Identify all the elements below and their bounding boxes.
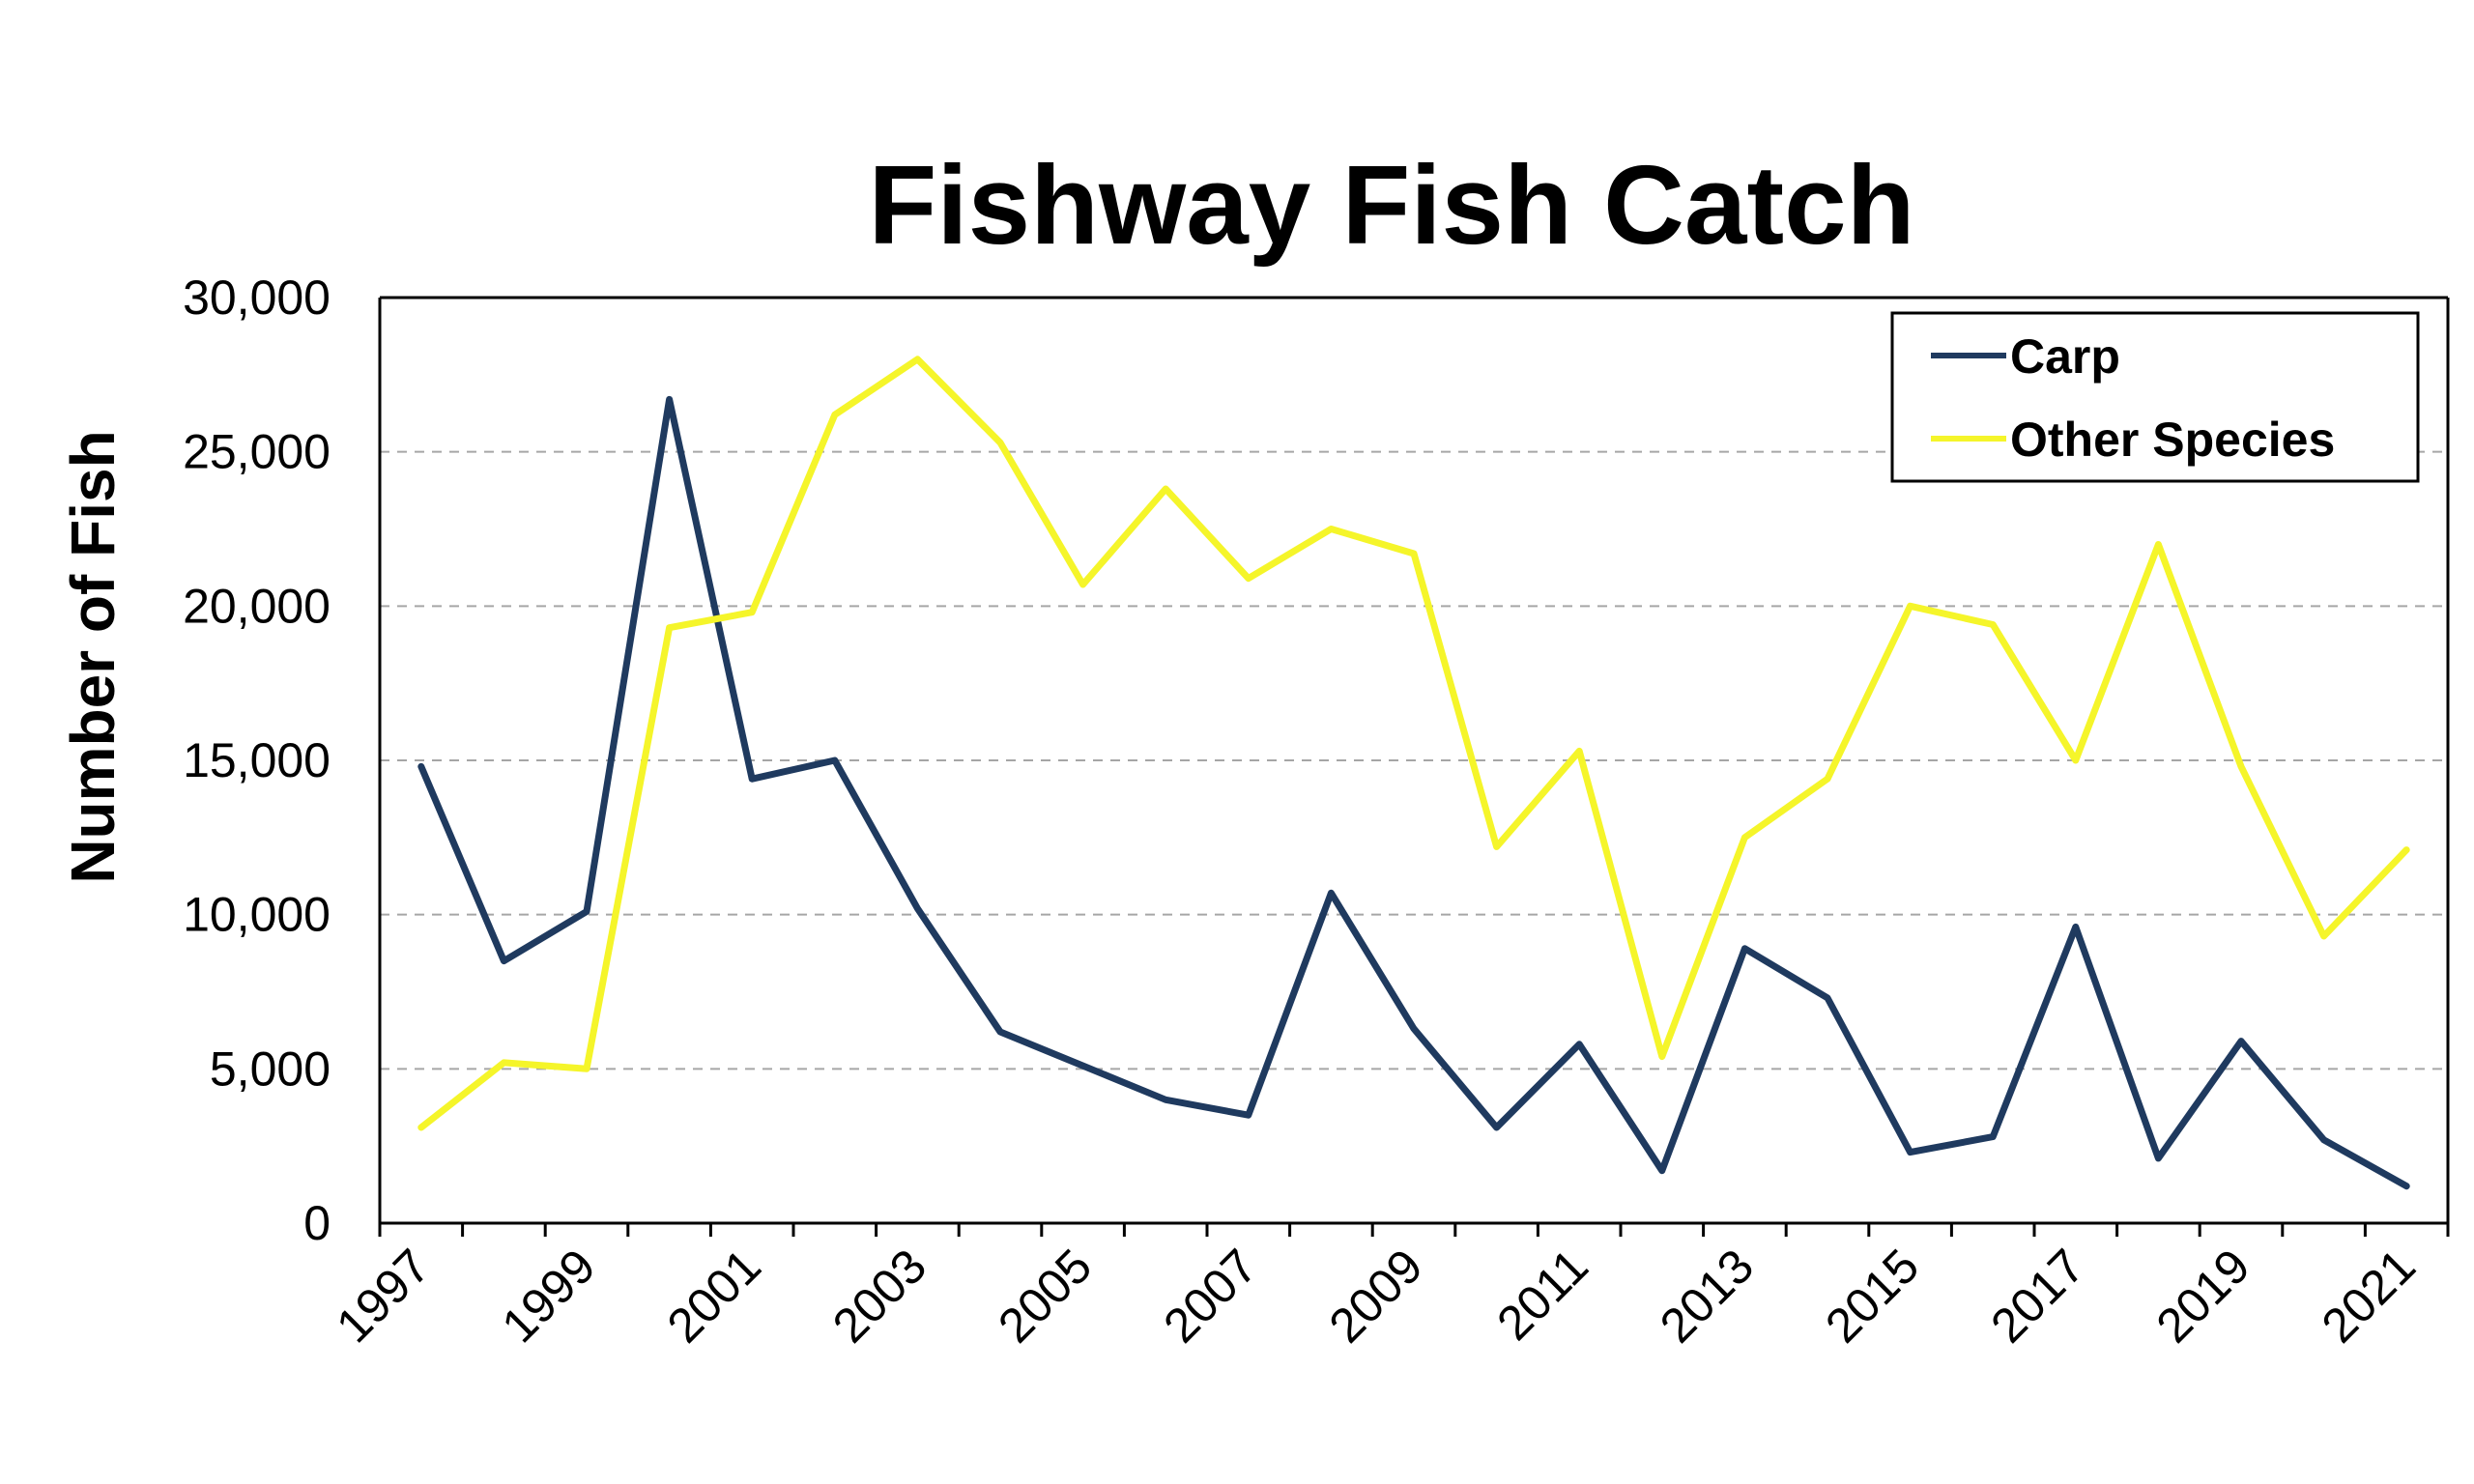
x-tick-label: 2007 [1153,1239,1267,1353]
series-line-other-species [417,356,2410,1131]
y-tick-label: 25,000 [183,425,331,479]
x-tick-label: 2021 [2312,1239,2426,1353]
y-tick-label: 10,000 [183,888,331,942]
x-tick-label: 2015 [1815,1239,1929,1353]
series-line-carp [417,395,2410,1190]
y-tick-labels: 0 5,000 10,000 15,000 20,000 25,000 30,000 [183,271,331,1250]
x-tick-label: 2019 [2146,1239,2260,1353]
x-tick-label: 2009 [1319,1239,1433,1353]
x-tick-labels: 1997 1999 2001 2003 2005 2007 2009 2011 2013 2015… [326,1239,2426,1353]
y-tick-label: 0 [303,1196,331,1250]
y-tick-label: 30,000 [183,271,331,325]
series-lines [417,356,2410,1190]
x-tick-label: 2005 [988,1239,1102,1353]
y-axis-label: Number of Fish [58,430,128,883]
x-tick-label: 2003 [822,1239,936,1353]
x-tick-label: 1999 [492,1239,606,1353]
x-tick-label: 1997 [326,1239,440,1353]
x-tick-label: 2017 [1980,1239,2094,1353]
legend: Carp Other Species [1890,311,2420,483]
x-tick-label: 2013 [1650,1239,1764,1353]
y-tick-label: 15,000 [183,733,331,787]
chart-title: Fishway Fish Catch [869,142,1915,268]
y-tick-label: 20,000 [183,579,331,633]
legend-box [1890,311,2420,483]
legend-label-other-species: Other Species [2010,413,2335,467]
x-tick-label: 2011 [1486,1239,1598,1351]
gridlines [380,450,2448,1070]
y-tick-label: 5,000 [210,1042,331,1096]
legend-label-carp: Carp [2010,329,2120,384]
x-tick-label: 2001 [657,1239,771,1353]
axes [378,296,2450,1237]
